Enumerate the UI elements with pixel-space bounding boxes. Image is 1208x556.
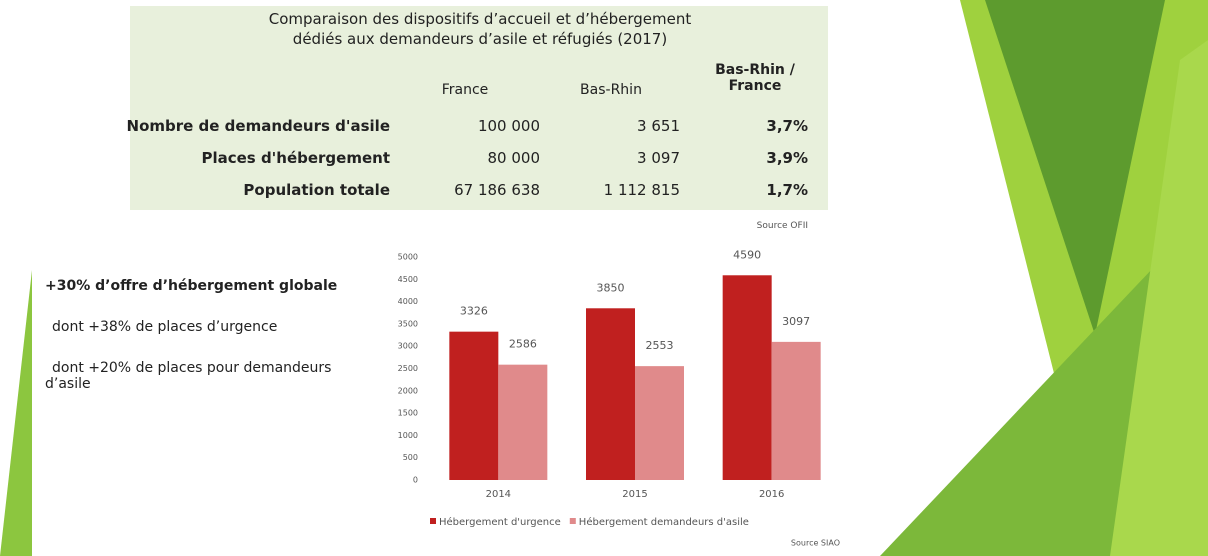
bar: [635, 366, 684, 480]
y-tick-label: 0: [413, 476, 418, 485]
cell: 1,7%: [766, 181, 808, 199]
note: +30% d’offre d’hébergement globale: [45, 278, 365, 294]
cell: 3,9%: [766, 149, 808, 167]
legend-swatch: [570, 518, 576, 524]
table-title: Comparaison des dispositifs d’accueil et…: [130, 10, 830, 28]
bar: [498, 365, 547, 480]
data-label: 2553: [646, 339, 674, 352]
y-tick-label: 4500: [398, 275, 418, 284]
cell: 3 097: [637, 149, 680, 167]
cell: 80 000: [488, 149, 541, 167]
y-tick-label: 4000: [398, 297, 418, 306]
column-header: Bas-Rhin: [566, 82, 656, 98]
y-tick-label: 3000: [398, 342, 418, 351]
column-header: France: [420, 82, 510, 98]
bar: [723, 275, 772, 480]
bar: [586, 308, 635, 480]
data-label: 3850: [597, 281, 625, 294]
y-tick-label: 500: [403, 453, 418, 462]
y-tick-label: 2500: [398, 364, 418, 373]
data-label: 2586: [509, 338, 537, 351]
data-label: 3326: [460, 305, 488, 318]
source: Source OFII: [757, 221, 808, 231]
legend-label: Hébergement demandeurs d'asile: [579, 516, 749, 528]
data-label: 4590: [733, 248, 761, 261]
source: Source SIAO: [791, 539, 840, 548]
bar: [449, 332, 498, 480]
note: dont +38% de places d’urgence: [52, 319, 372, 335]
table-title: dédiés aux demandeurs d’asile et réfugié…: [130, 30, 830, 48]
y-tick-label: 1500: [398, 409, 418, 418]
legend-label: Hébergement d'urgence: [439, 516, 561, 528]
legend-swatch: [430, 518, 436, 524]
x-tick-label: 2015: [622, 489, 647, 500]
y-tick-label: 1000: [398, 431, 418, 440]
column-header: Bas-Rhin / France: [710, 62, 800, 94]
x-tick-label: 2014: [486, 489, 511, 500]
decoration: [0, 270, 32, 556]
row-label: Places d'hébergement: [201, 149, 390, 167]
note: dont +20% de places pour demandeurs d’as…: [45, 360, 365, 392]
bar: [772, 342, 821, 480]
data-label: 3097: [782, 315, 810, 328]
cell: 3,7%: [766, 117, 808, 135]
x-tick-label: 2016: [759, 489, 784, 500]
cell: 3 651: [637, 117, 680, 135]
cell: 67 186 638: [454, 181, 540, 199]
cell: 100 000: [478, 117, 540, 135]
row-label: Population totale: [243, 181, 390, 199]
slide: 0 500 1000 1500 2000 2500 3000 3500 4000 4500 5000…: [0, 0, 1208, 556]
cell: 1 112 815: [604, 181, 680, 199]
row-label: Nombre de demandeurs d'asile: [127, 117, 390, 135]
y-tick-label: 5000: [398, 253, 418, 262]
y-tick-label: 3500: [398, 319, 418, 328]
y-tick-label: 2000: [398, 386, 418, 395]
